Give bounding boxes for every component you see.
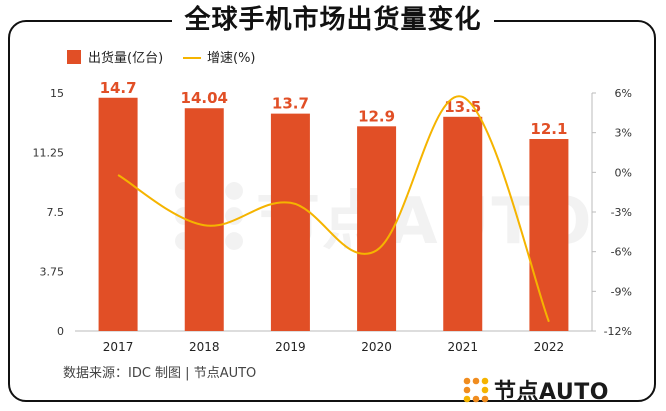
y-left-tick-label: 15 [50, 87, 64, 100]
x-tick-label: 2019 [275, 340, 306, 354]
bar [270, 113, 310, 331]
y-right-tick-label: 6% [615, 87, 632, 100]
y-right-tick-label: 3% [615, 127, 632, 140]
bar [443, 116, 483, 331]
x-tick-label: 2021 [447, 340, 478, 354]
x-tick-label: 2020 [361, 340, 392, 354]
y-left-tick-label: 0 [57, 325, 64, 338]
growth-line [117, 95, 550, 323]
y-left-tick-label: 7.5 [47, 206, 65, 219]
y-right-tick-label: -3% [611, 206, 632, 219]
brand-logo-text: 节点AUTO [494, 380, 609, 405]
bar-value-label: 13.5 [444, 98, 481, 116]
bar-value-label: 14.7 [100, 79, 137, 97]
y-right-tick-label: -12% [604, 325, 632, 338]
bar-value-label: 14.04 [181, 89, 228, 107]
x-tick-label: 2022 [534, 340, 565, 354]
x-tick-label: 2018 [189, 340, 220, 354]
bar [357, 126, 397, 331]
bar-value-label: 12.9 [358, 107, 395, 125]
bar-value-label: 13.7 [272, 95, 309, 113]
y-right-tick-label: 0% [615, 166, 632, 179]
bar [184, 108, 224, 332]
y-left-tick-label: 3.75 [40, 266, 65, 279]
legend-bar-label: 出货量(亿台) [88, 50, 163, 66]
legend-line-label: 增速(%) [207, 51, 256, 66]
y-right-tick-label: -9% [611, 285, 632, 298]
y-right-tick-label: -6% [611, 246, 632, 259]
title-wrap: 全球手机市场出货量变化 [0, 4, 666, 36]
brand-logo: 节点AUTO [462, 374, 609, 406]
bar [98, 97, 138, 331]
y-left-tick-label: 11.25 [33, 147, 65, 160]
bar [529, 139, 569, 331]
chart-title: 全球手机市场出货量变化 [172, 4, 494, 36]
source-note: 数据来源：IDC 制图 | 节点AUTO [63, 366, 257, 381]
bar-value-label: 12.1 [530, 120, 567, 138]
legend-bar-swatch [67, 50, 81, 64]
brand-logo-icon [463, 377, 489, 403]
x-tick-label: 2017 [103, 340, 134, 354]
